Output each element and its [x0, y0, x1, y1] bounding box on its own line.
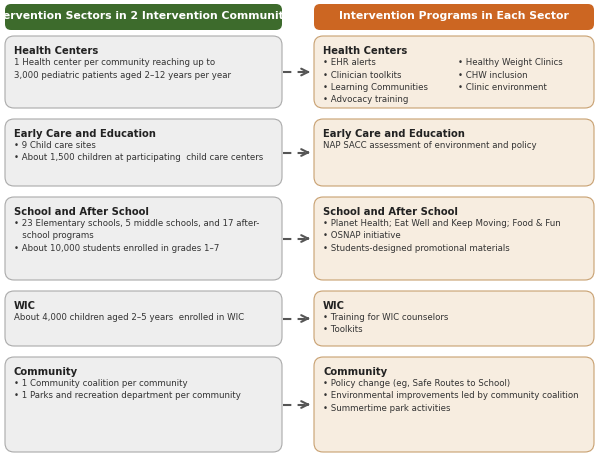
Text: About 4,000 children aged 2–5 years  enrolled in WIC: About 4,000 children aged 2–5 years enro… [14, 313, 244, 322]
Text: Health Centers: Health Centers [323, 46, 407, 56]
FancyBboxPatch shape [5, 4, 282, 30]
Text: • Planet Health; Eat Well and Keep Moving; Food & Fun
• OSNAP initiative
• Stude: • Planet Health; Eat Well and Keep Movin… [323, 219, 561, 253]
FancyBboxPatch shape [5, 119, 282, 186]
Text: WIC: WIC [14, 301, 36, 311]
Text: Intervention Sectors in 2 Intervention Communities: Intervention Sectors in 2 Intervention C… [0, 11, 301, 21]
FancyBboxPatch shape [314, 357, 594, 452]
FancyBboxPatch shape [314, 197, 594, 280]
FancyBboxPatch shape [5, 357, 282, 452]
FancyBboxPatch shape [314, 291, 594, 346]
Text: • EHR alerts
• Clinician toolkits
• Learning Communities
• Advocacy training: • EHR alerts • Clinician toolkits • Lear… [323, 58, 428, 105]
Text: • Policy change (eg, Safe Routes to School)
• Environmental improvements led by : • Policy change (eg, Safe Routes to Scho… [323, 379, 578, 413]
Text: • Healthy Weight Clinics
• CHW inclusion
• Clinic environment: • Healthy Weight Clinics • CHW inclusion… [458, 58, 563, 92]
Text: Early Care and Education: Early Care and Education [14, 129, 156, 139]
FancyBboxPatch shape [314, 119, 594, 186]
Text: Community: Community [14, 367, 78, 377]
Text: • 23 Elementary schools, 5 middle schools, and 17 after-
   school programs
• Ab: • 23 Elementary schools, 5 middle school… [14, 219, 259, 253]
Text: • Training for WIC counselors
• Toolkits: • Training for WIC counselors • Toolkits [323, 313, 448, 334]
Text: Health Centers: Health Centers [14, 46, 98, 56]
Text: WIC: WIC [323, 301, 345, 311]
Text: NAP SACC assessment of environment and policy: NAP SACC assessment of environment and p… [323, 141, 536, 150]
Text: School and After School: School and After School [323, 207, 458, 217]
Text: 1 Health center per community reaching up to
3,000 pediatric patients aged 2–12 : 1 Health center per community reaching u… [14, 58, 231, 80]
Text: Community: Community [323, 367, 387, 377]
Text: • 9 Child care sites
• About 1,500 children at participating  child care centers: • 9 Child care sites • About 1,500 child… [14, 141, 263, 163]
FancyBboxPatch shape [5, 291, 282, 346]
FancyBboxPatch shape [314, 36, 594, 108]
Text: Early Care and Education: Early Care and Education [323, 129, 465, 139]
FancyBboxPatch shape [314, 4, 594, 30]
FancyBboxPatch shape [5, 36, 282, 108]
Text: School and After School: School and After School [14, 207, 149, 217]
Text: • 1 Community coalition per community
• 1 Parks and recreation department per co: • 1 Community coalition per community • … [14, 379, 241, 400]
Text: Intervention Programs in Each Sector: Intervention Programs in Each Sector [339, 11, 569, 21]
FancyBboxPatch shape [5, 197, 282, 280]
